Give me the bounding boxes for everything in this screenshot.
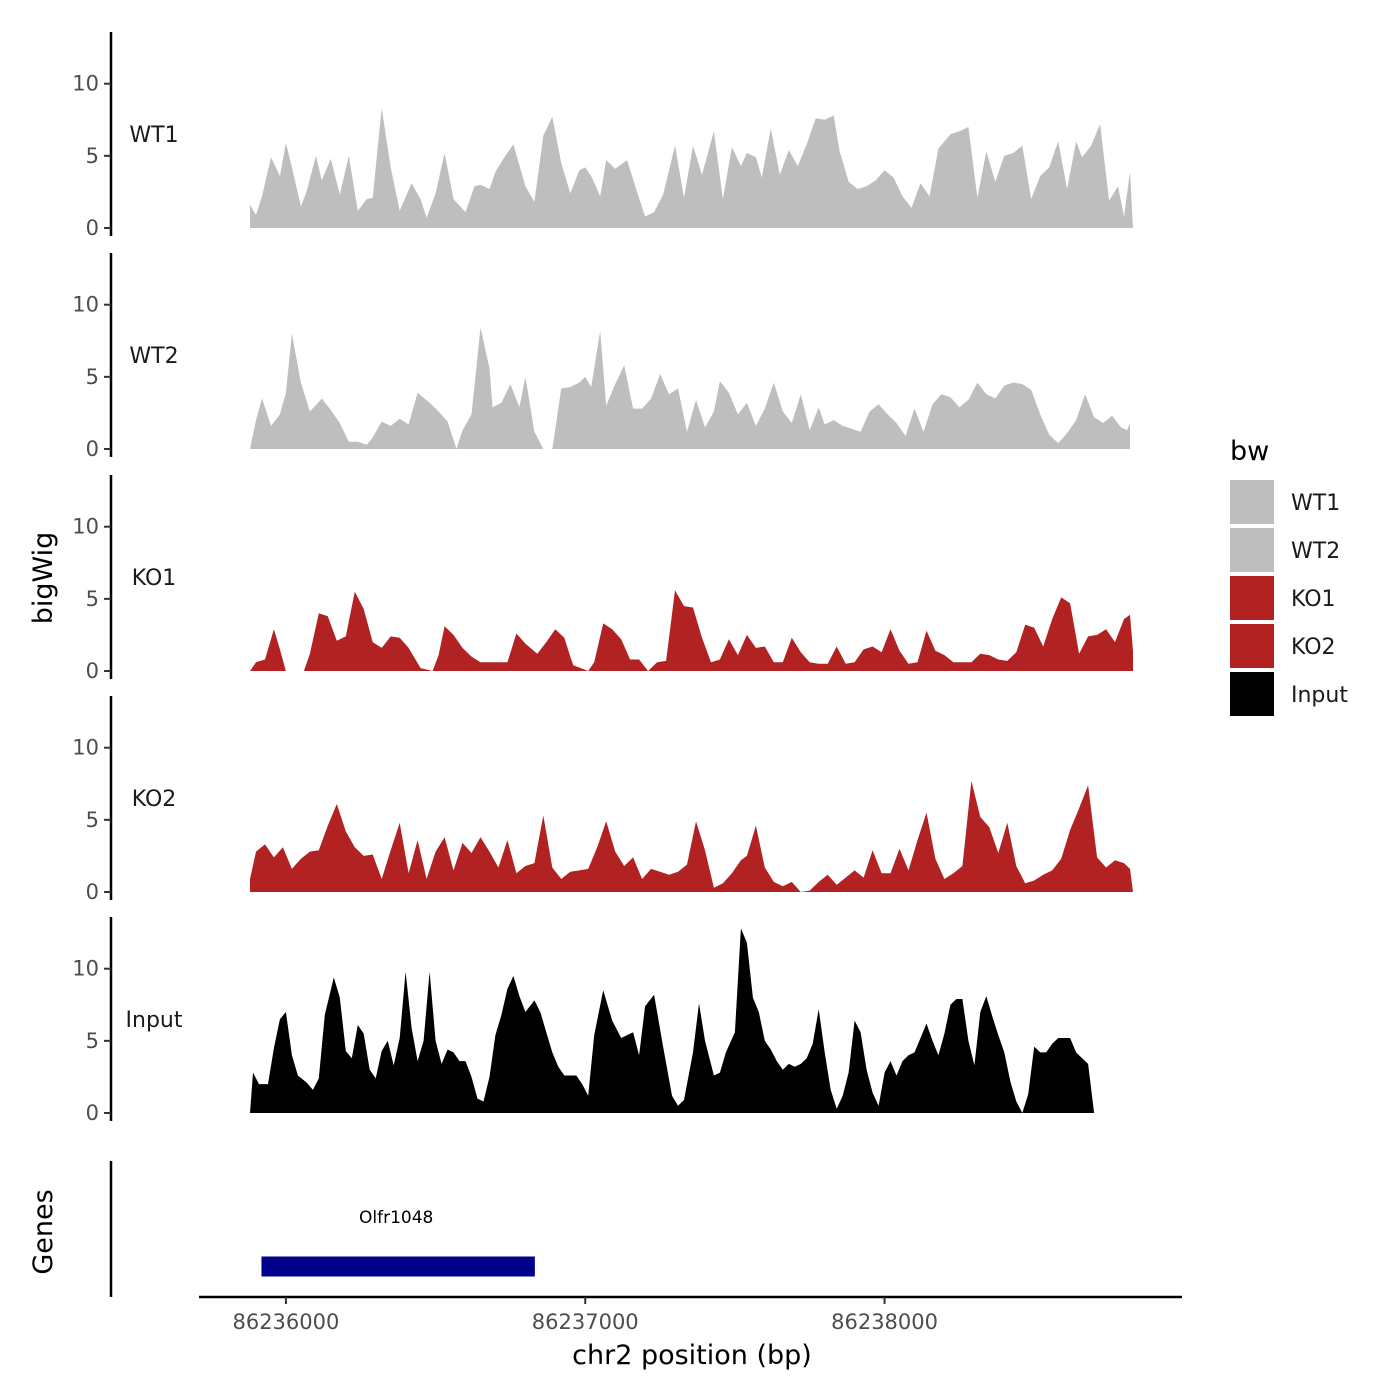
y-tick-label: 10: [72, 957, 99, 981]
legend-swatch-wt1: [1230, 480, 1274, 524]
track-area-wt1: [250, 108, 1133, 228]
track-area-wt2: [250, 327, 1130, 449]
legend-label: KO2: [1291, 635, 1336, 660]
y-tick-label: 5: [86, 808, 99, 832]
legend: bw WT1 WT2 KO1 KO2 Input: [1230, 436, 1348, 716]
legend-label: KO1: [1291, 587, 1336, 612]
y-tick-label: 5: [86, 587, 99, 611]
legend-label: WT2: [1291, 539, 1340, 564]
y-axis-title: bigWig: [28, 532, 59, 625]
gene-body-olfr1048: [261, 1256, 535, 1277]
track-ko2: 0 5 10 KO2: [72, 696, 1133, 904]
y-tick-label: 0: [86, 216, 99, 240]
x-axis: 86236000 86237000 86238000: [199, 1295, 1182, 1334]
track-label: WT2: [129, 344, 178, 369]
legend-swatch-ko1: [1230, 576, 1274, 620]
legend-swatch-input: [1230, 672, 1274, 716]
track-label: KO1: [132, 566, 177, 591]
track-ko1: 0 5 10 KO1: [72, 475, 1133, 683]
genes-axis-title: Genes: [28, 1189, 59, 1274]
y-tick-label: 0: [86, 437, 99, 461]
x-tick-label: 86236000: [232, 1310, 339, 1334]
track-input: 0 5 10 Input: [72, 917, 1095, 1125]
y-tick-label: 0: [86, 1101, 99, 1125]
track-label: Input: [126, 1008, 183, 1033]
x-axis-title: chr2 position (bp): [572, 1340, 812, 1371]
y-tick-label: 0: [86, 659, 99, 683]
legend-label: Input: [1291, 683, 1348, 708]
track-label: KO2: [132, 787, 177, 812]
y-tick-label: 10: [72, 736, 99, 760]
legend-label: WT1: [1291, 491, 1340, 516]
y-tick-label: 0: [86, 880, 99, 904]
y-tick-label: 5: [86, 144, 99, 168]
y-tick-label: 10: [72, 515, 99, 539]
legend-swatch-wt2: [1230, 528, 1274, 572]
legend-swatch-ko2: [1230, 624, 1274, 668]
tracks-layer: 0 5 10 WT1 0 5 10 WT2 0 5 10 KO1 0 5 10 KO2 0 5 10 Input: [72, 32, 1133, 1125]
gene-track: Olfr1048: [109, 1161, 535, 1297]
y-tick-label: 10: [72, 293, 99, 317]
track-area-ko2: [250, 780, 1133, 892]
legend-title: bw: [1230, 436, 1269, 467]
y-tick-label: 5: [86, 365, 99, 389]
x-tick-label: 86237000: [532, 1310, 639, 1334]
track-label: WT1: [129, 123, 178, 148]
y-tick-label: 5: [86, 1029, 99, 1053]
gene-label: Olfr1048: [359, 1208, 433, 1228]
track-wt1: 0 5 10 WT1: [72, 32, 1133, 240]
x-tick-label: 86238000: [831, 1310, 938, 1334]
track-area-input: [250, 928, 1095, 1113]
track-area-ko1: [250, 590, 1133, 671]
track-wt2: 0 5 10 WT2: [72, 253, 1130, 461]
y-tick-label: 10: [72, 72, 99, 96]
